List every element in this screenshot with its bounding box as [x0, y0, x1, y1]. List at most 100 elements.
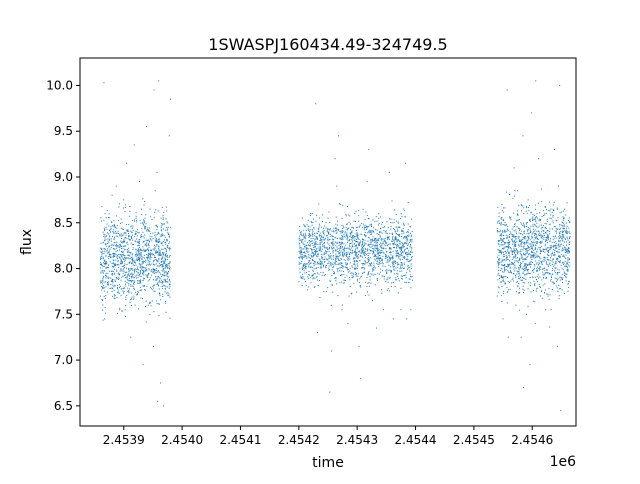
plot-area-frame: [79, 57, 577, 427]
data-point: [545, 248, 547, 250]
data-point: [117, 232, 119, 234]
data-point: [565, 257, 567, 259]
data-point: [111, 279, 113, 281]
data-point: [300, 247, 302, 249]
data-point: [357, 234, 359, 236]
data-point: [360, 267, 362, 269]
data-point: [355, 238, 357, 240]
data-point: [402, 237, 404, 239]
data-point: [313, 254, 315, 256]
data-point: [158, 277, 160, 279]
data-point: [331, 283, 333, 285]
data-point: [113, 289, 115, 291]
data-point: [300, 256, 302, 258]
data-point: [165, 242, 167, 244]
data-point: [370, 246, 372, 248]
data-point: [381, 247, 383, 249]
data-point: [128, 250, 130, 252]
data-point: [550, 309, 552, 311]
data-point: [498, 251, 500, 253]
data-point: [304, 263, 306, 265]
data-point: [105, 262, 107, 264]
data-point: [336, 185, 338, 187]
data-point: [401, 263, 403, 265]
data-point: [356, 226, 358, 228]
data-point: [316, 233, 318, 235]
data-point: [165, 236, 167, 238]
data-point: [533, 223, 535, 225]
data-point: [376, 260, 378, 262]
data-point: [410, 251, 412, 253]
data-point: [343, 247, 345, 249]
data-point: [530, 230, 532, 232]
data-point: [133, 265, 135, 267]
data-point: [380, 258, 382, 260]
data-point: [564, 273, 566, 275]
data-point: [547, 237, 549, 239]
data-point: [150, 233, 152, 235]
data-point: [316, 237, 318, 239]
data-point: [517, 251, 519, 253]
data-point: [555, 245, 557, 247]
data-point: [534, 218, 536, 220]
data-point: [143, 221, 145, 223]
data-point: [161, 243, 163, 245]
data-point: [517, 260, 519, 262]
data-point: [145, 250, 147, 252]
data-point: [559, 228, 561, 230]
data-point: [514, 190, 516, 192]
data-point: [166, 250, 168, 252]
data-point: [502, 220, 504, 222]
data-point: [355, 240, 357, 242]
data-point: [373, 269, 375, 271]
data-point: [144, 261, 146, 263]
data-point: [130, 292, 132, 294]
data-point: [369, 264, 371, 266]
data-point: [504, 250, 506, 252]
data-point: [109, 261, 111, 263]
data-point: [128, 224, 130, 226]
data-point: [140, 250, 142, 252]
data-point: [530, 256, 532, 258]
data-point: [322, 244, 324, 246]
data-point: [554, 270, 556, 272]
data-point: [328, 211, 330, 213]
data-point: [508, 253, 510, 255]
data-point: [149, 262, 151, 264]
data-point: [132, 219, 134, 221]
data-point: [561, 262, 563, 264]
data-point: [512, 197, 514, 199]
data-point: [523, 289, 525, 291]
data-point: [168, 284, 170, 286]
data-point: [524, 254, 526, 256]
data-point: [377, 249, 379, 251]
data-point: [150, 255, 151, 257]
data-point: [300, 239, 302, 241]
data-point: [162, 288, 164, 290]
data-point: [503, 276, 505, 278]
data-point: [568, 258, 570, 260]
data-point: [104, 234, 106, 236]
data-point: [391, 258, 393, 260]
data-point: [396, 272, 398, 274]
data-point: [124, 285, 126, 287]
data-point: [372, 244, 374, 246]
data-point: [144, 270, 146, 272]
data-point: [526, 239, 528, 241]
data-point: [539, 286, 541, 288]
data-point: [498, 277, 500, 279]
data-point: [527, 247, 529, 249]
data-point: [397, 233, 399, 235]
data-point: [106, 291, 108, 293]
data-point: [137, 254, 139, 256]
data-point: [514, 250, 516, 252]
data-point: [105, 267, 107, 269]
data-point: [560, 264, 562, 266]
data-point: [552, 222, 554, 224]
data-point: [404, 264, 406, 266]
data-point: [308, 266, 310, 268]
data-point: [377, 257, 379, 259]
data-point: [527, 239, 529, 241]
data-point: [312, 249, 314, 251]
data-point: [410, 276, 412, 278]
